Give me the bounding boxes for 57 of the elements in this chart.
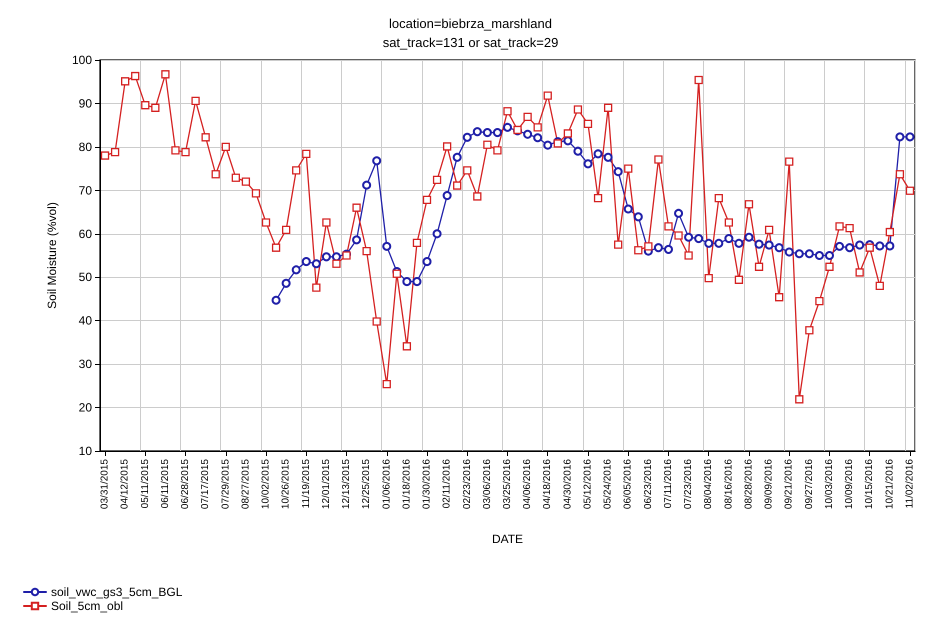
x-tick-label: 07/23/2016	[683, 458, 694, 510]
x-tick-label: 07/17/2015	[200, 458, 212, 510]
x-tick-label: 10/26/2015	[280, 458, 292, 510]
x-tick-label: 02/23/2016	[462, 458, 473, 510]
x-tick-label: 07/29/2015	[220, 458, 232, 510]
x-tick-label: 08/04/2016	[703, 458, 714, 510]
x-tick-label: 09/27/2016	[804, 458, 815, 510]
x-tick-label: 01/18/2016	[401, 458, 412, 510]
y-tick-label: 30	[78, 357, 92, 372]
y-tick-label: 50	[78, 270, 92, 284]
x-tick-label: 10/15/2016	[864, 458, 876, 510]
x-tick-label: 12/01/2015	[320, 458, 332, 510]
y-tick-label: 20	[78, 400, 92, 415]
x-tick-label: 05/24/2016	[602, 458, 614, 510]
y-tick-label: 80	[78, 140, 92, 154]
x-tick-label: 12/13/2015	[341, 458, 352, 510]
x-tick-label: 10/21/2016	[884, 458, 896, 510]
x-tick-label: 08/16/2016	[723, 458, 734, 510]
x-tick-label: 08/27/2015	[240, 458, 252, 510]
x-tick-label: 04/06/2016	[522, 458, 534, 510]
x-tick-label: 10/09/2016	[844, 458, 856, 510]
y-tick-label: 60	[78, 226, 92, 241]
x-tick-label: 04/18/2016	[542, 458, 554, 510]
y-tick-label: 90	[78, 96, 92, 110]
x-tick-label: 06/28/2015	[180, 458, 192, 510]
y-axis-title: Soil Moisture (%vol)	[45, 202, 59, 309]
x-tick-label: 05/11/2015	[140, 458, 151, 508]
x-tick-label: 02/11/2016	[442, 458, 453, 508]
legend-label: Soil_5cm_obl	[51, 599, 124, 613]
x-tick-label: 04/30/2016	[562, 458, 574, 510]
x-tick-label: 09/09/2016	[764, 458, 775, 510]
legend-label: soil_vwc_gs3_5cm_BGL	[51, 585, 183, 599]
x-tick-label: 04/12/2015	[120, 458, 131, 510]
x-tick-label: 10/03/2016	[824, 458, 835, 510]
x-tick-label: 03/06/2016	[482, 458, 493, 510]
x-tick-label: 10/02/2015	[260, 458, 272, 510]
x-tick-label: 08/28/2016	[743, 458, 754, 510]
x-tick-label: 06/05/2016	[622, 458, 634, 510]
x-tick-label: 03/25/2016	[502, 458, 513, 510]
x-tick-label: 11/19/2015	[300, 458, 312, 508]
x-tick-label: 06/23/2016	[642, 458, 654, 510]
x-tick-label: 01/06/2016	[381, 458, 392, 510]
y-tick-label: 100	[72, 53, 92, 67]
x-tick-label: 03/31/2015	[100, 458, 111, 510]
x-axis-title: DATE	[492, 532, 524, 546]
x-tick-label: 11/02/2016	[904, 458, 916, 508]
x-tick-label: 12/25/2015	[361, 458, 372, 510]
y-tick-label: 40	[78, 314, 92, 328]
chart-title: location=biebrza_marshland	[389, 16, 552, 31]
x-tick-label: 07/11/2016	[662, 458, 674, 508]
x-tick-label: 01/30/2016	[422, 458, 433, 510]
x-tick-label: 06/11/2015	[160, 458, 171, 508]
y-tick-label: 70	[78, 183, 92, 198]
y-tick-label: 10	[78, 444, 92, 458]
chart-subtitle: sat_track=131 or sat_track=29	[382, 35, 558, 50]
x-tick-label: 09/21/2016	[784, 458, 795, 510]
x-tick-label: 05/12/2016	[582, 458, 594, 510]
